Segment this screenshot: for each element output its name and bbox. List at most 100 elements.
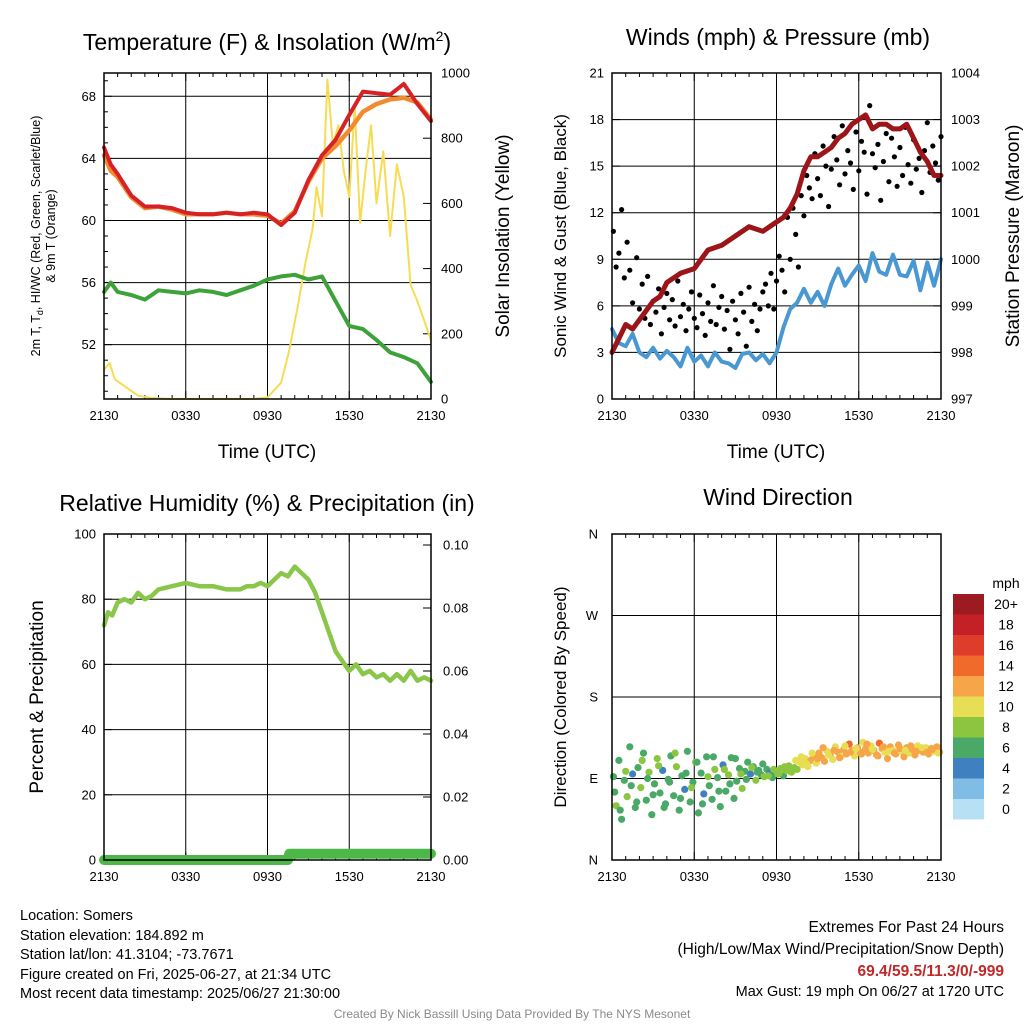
direction-point [753, 768, 761, 776]
rh-panel: 2130 0330 0930 1530 21300204060801000.000.02… [74, 527, 468, 885]
gust-point [894, 183, 900, 189]
temp-title-text: Temperature (F) & Insolation (W/m [83, 29, 436, 55]
temp-ylabel-sub: d [35, 310, 45, 315]
temp-2m-line [102, 81, 433, 228]
dir-xtick-label: 0930 [762, 869, 791, 884]
gust-point [683, 328, 689, 334]
gust-point [853, 129, 859, 135]
direction-point [611, 788, 619, 796]
gust-point [787, 256, 793, 262]
rh-xtick-label: 2130 [417, 869, 446, 884]
gust-point [867, 103, 873, 109]
direction-point [709, 753, 718, 761]
direction-point [659, 766, 667, 775]
direction-point [852, 745, 860, 753]
gust-point [675, 278, 681, 284]
wind-speed-line [610, 251, 943, 370]
direction-point [618, 815, 626, 823]
location-line: Location: Somers [20, 908, 133, 924]
direction-point [609, 773, 618, 781]
wind-y2tick-label: 1000 [951, 252, 980, 267]
gust-point [727, 346, 733, 352]
elevation-line: Station elevation: 184.892 m [20, 927, 204, 944]
gust-point [858, 138, 865, 144]
gust-point [908, 180, 914, 186]
gust-point [795, 264, 802, 270]
direction-point [653, 755, 661, 763]
direction-point [686, 798, 694, 806]
gust-point [809, 196, 815, 202]
speed-legend-label: 10 [998, 699, 1014, 715]
rh-xtick-label: 2130 [90, 869, 119, 884]
wind-border [611, 72, 942, 400]
gust-point [886, 179, 892, 185]
speed-legend-label: 12 [998, 678, 1014, 694]
rh-ylabel: Percent & Precipitation [27, 600, 48, 793]
direction-point [934, 749, 942, 757]
gust-point [891, 154, 898, 160]
temp-y2tick-label: 0 [441, 392, 448, 407]
direction-point [896, 745, 904, 753]
direction-point [711, 765, 719, 774]
direction-point [793, 765, 801, 774]
temp-ylabel-line1: 2m T, Td, HI/WC (Red, Green, Scarlet/Blu… [29, 116, 45, 357]
gust-point [864, 191, 870, 197]
gust-point [776, 253, 782, 259]
gust-point [686, 306, 692, 312]
gust-point [935, 177, 941, 183]
gust-point [630, 300, 636, 306]
gust-point [705, 300, 711, 306]
direction-point [874, 752, 882, 760]
gust-point [760, 289, 766, 295]
gust-point [880, 158, 887, 165]
temp-y2tick-label: 400 [441, 261, 463, 276]
direction-point [670, 792, 678, 800]
direction-point [650, 780, 659, 788]
gust-point [730, 298, 736, 304]
wind-y2tick-label: 997 [951, 392, 973, 407]
speed-legend-label: 18 [998, 617, 1014, 633]
gust-point [680, 301, 686, 307]
speed-legend-label: 2 [1002, 781, 1010, 797]
gust-point [749, 318, 755, 324]
direction-point [726, 780, 734, 788]
gust-point [757, 306, 763, 312]
wind-title: Winds (mph) & Pressure (mb) [626, 24, 930, 50]
direction-point [846, 748, 855, 756]
gust-point [724, 307, 730, 314]
dir-xtick-label: 0330 [680, 869, 709, 884]
direction-point [879, 743, 888, 751]
rh-xtick-label: 0330 [171, 869, 200, 884]
direction-point [708, 795, 716, 803]
speed-legend: mph 20+ 18 16 14 12 10 8 6 4 2 0 [953, 575, 1020, 820]
wind-ytick-label: 3 [597, 345, 604, 360]
direction-point [705, 782, 713, 790]
credit-line: Created By Nick Bassill Using Data Provi… [333, 1007, 691, 1021]
gust-point [779, 267, 785, 273]
speed-legend-swatch [953, 758, 984, 779]
gust-point [842, 171, 848, 177]
gust-point [667, 317, 673, 323]
direction-point [814, 755, 822, 763]
wind-y2tick-label: 1004 [951, 66, 980, 81]
wind-ytick-label: 6 [597, 298, 604, 313]
direction-point [825, 751, 833, 759]
gust-point [743, 343, 749, 349]
gust-point [869, 151, 876, 157]
gust-point [702, 332, 708, 338]
speed-legend-label: 6 [1002, 740, 1010, 756]
dir-xtick-label: 1530 [844, 869, 873, 884]
temp-xtick-label: 2130 [90, 408, 119, 423]
speed-legend-label: 16 [998, 637, 1014, 653]
direction-point [714, 774, 722, 782]
rh-ytick-label: 40 [82, 722, 96, 737]
direction-point [697, 769, 705, 777]
speed-legend-swatch [953, 594, 984, 615]
direction-point [627, 782, 635, 790]
gust-point [875, 141, 881, 147]
direction-point [656, 789, 664, 797]
direction-point [923, 748, 931, 756]
direction-point [792, 756, 800, 765]
direction-point [645, 768, 653, 776]
direction-point [704, 773, 712, 781]
